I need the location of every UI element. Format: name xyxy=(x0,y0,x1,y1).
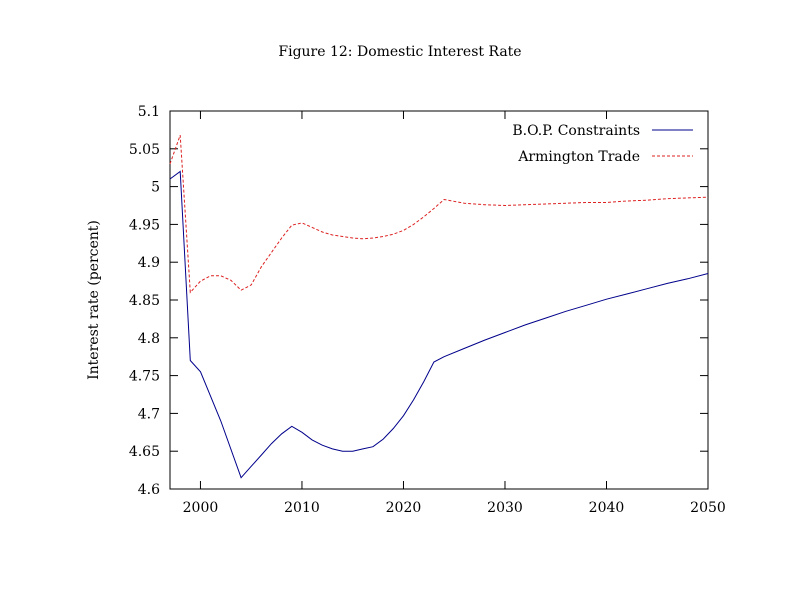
y-tick-label: 4.75 xyxy=(129,369,160,385)
legend-label: Armington Trade xyxy=(517,149,640,165)
series-line-bop-constraints xyxy=(169,170,709,479)
y-tick-label: 4.95 xyxy=(129,217,160,233)
y-tick-label: 4.65 xyxy=(129,444,160,460)
x-tick-label: 2050 xyxy=(690,500,726,516)
x-tick-label: 2000 xyxy=(183,500,219,516)
plot-frame xyxy=(169,110,709,490)
y-tick-label: 5 xyxy=(151,180,160,196)
series-line-armington-trade xyxy=(169,135,709,294)
chart-title: Figure 12: Domestic Interest Rate xyxy=(278,44,522,60)
y-tick-label: 4.6 xyxy=(138,482,160,498)
y-tick-label: 4.8 xyxy=(138,331,160,347)
x-tick-label: 2020 xyxy=(386,500,422,516)
y-tick-label: 4.85 xyxy=(129,293,160,309)
plot-axes: 4.6 4.65 4.7 4.75 4.8 4.85 4.9 4.95 5 5.05 5.1 2000… xyxy=(129,104,726,516)
plot-series xyxy=(169,135,709,479)
y-tick-label: 5.05 xyxy=(129,142,160,158)
y-tick-label: 5.1 xyxy=(138,104,160,120)
legend: B.O.P. Constraints Armington Trade xyxy=(512,123,693,165)
y-tick-label: 4.9 xyxy=(138,255,160,271)
y-tick-label: 4.7 xyxy=(138,406,160,422)
legend-label: B.O.P. Constraints xyxy=(512,123,640,139)
x-tick-label: 2040 xyxy=(589,500,625,516)
x-tick-label: 2030 xyxy=(487,500,523,516)
x-tick-label: 2010 xyxy=(284,500,320,516)
